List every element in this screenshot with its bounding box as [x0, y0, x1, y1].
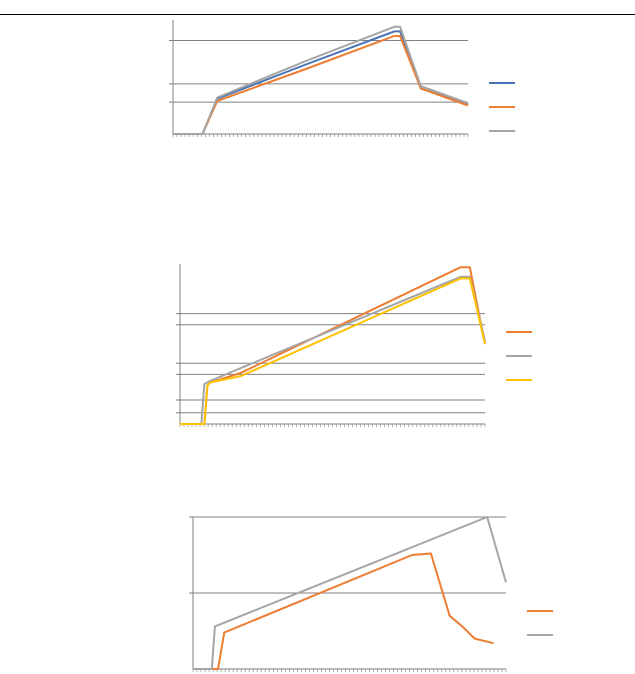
chart3-series-2-line: [193, 516, 507, 670]
chart1-series-1-line: [173, 30, 469, 135]
chart1-series-2-line: [173, 35, 469, 135]
chart3-x-ticks: [192, 669, 507, 672]
top-border-line: [0, 14, 635, 15]
chart2-series-2-line: [180, 275, 486, 425]
chart1-series-3-line: [173, 25, 469, 135]
chart3-series-1-line: [193, 552, 494, 670]
chart2-x-ticks: [179, 424, 486, 427]
chart1-x-ticks: [172, 134, 469, 137]
chart2-series-3-line: [180, 277, 486, 425]
